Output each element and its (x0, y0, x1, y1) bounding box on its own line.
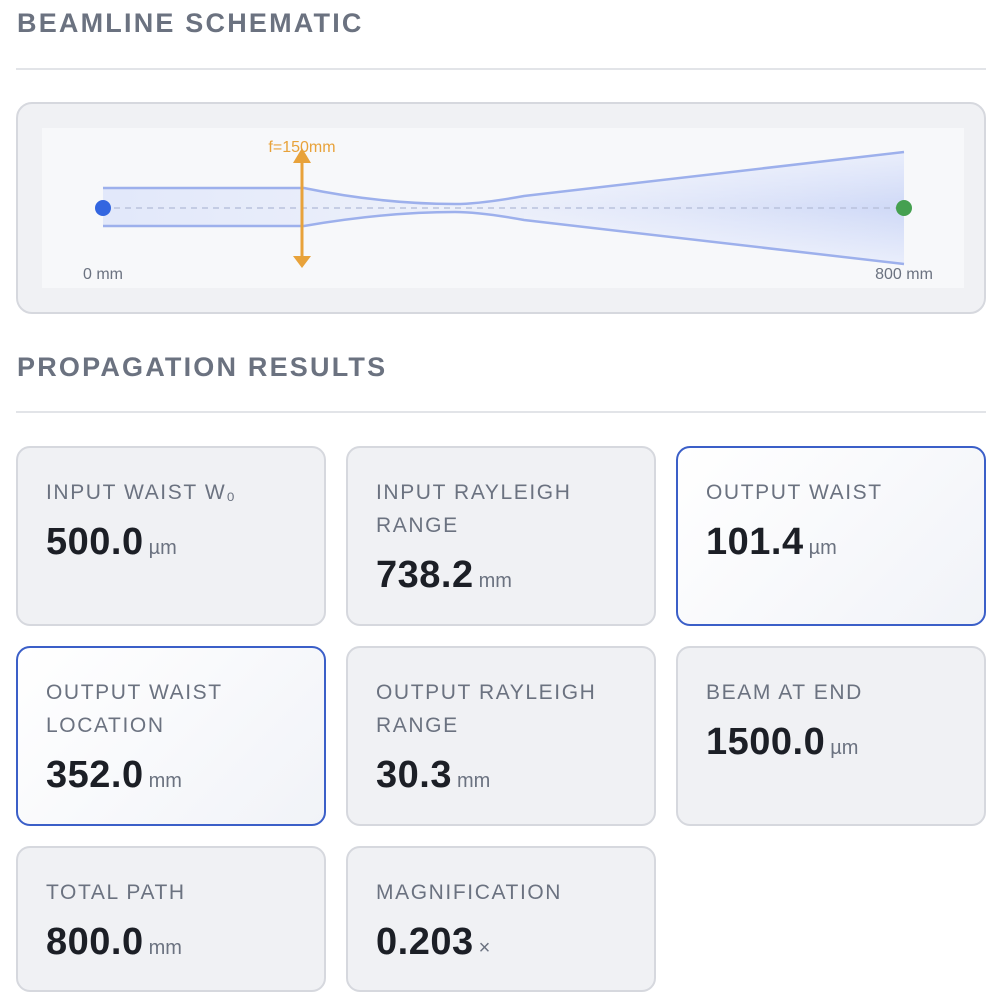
divider (16, 411, 986, 413)
beam-envelope-top (103, 150, 905, 206)
result-card-output-waist: OUTPUT WAIST 101.4 µm (676, 446, 986, 626)
result-unit: mm (148, 770, 182, 792)
lens-icon[interactable] (293, 148, 311, 268)
result-label: INPUT WAIST W₀ (46, 481, 237, 504)
result-card-output-rayleigh-range: OUTPUT RAYLEIGH RANGE 30.3 mm (346, 646, 656, 826)
result-label: TOTAL PATH (46, 881, 186, 904)
result-value: 800.0 (46, 921, 144, 963)
result-card-total-path: TOTAL PATH 800.0 mm (16, 846, 326, 992)
schematic-canvas: f=150mm 0 mm 800 mm (42, 128, 964, 288)
schematic-card: f=150mm 0 mm 800 mm (16, 102, 986, 314)
result-unit: × (478, 937, 491, 959)
result-value: 0.203 (376, 921, 474, 963)
result-unit: µm (808, 537, 837, 559)
result-unit: mm (478, 570, 512, 592)
result-label: MAGNIFICATION (376, 881, 563, 904)
result-card-beam-at-end: BEAM AT END 1500.0 µm (676, 646, 986, 826)
result-card-output-waist-location: OUTPUT WAIST LOCATION 352.0 mm (16, 646, 326, 826)
result-value: 738.2 (376, 554, 474, 596)
section-title-schematic: BEAMLINE SCHEMATIC (17, 8, 364, 38)
result-unit: µm (830, 737, 859, 759)
result-label: INPUT RAYLEIGH RANGE (376, 481, 572, 537)
beam-envelope-bottom (103, 210, 905, 266)
result-label: OUTPUT WAIST (706, 481, 883, 504)
result-value: 500.0 (46, 521, 144, 563)
result-label: OUTPUT WAIST LOCATION (46, 681, 223, 737)
end-point-icon (896, 200, 912, 216)
result-card-magnification: MAGNIFICATION 0.203 × (346, 846, 656, 992)
result-label: OUTPUT RAYLEIGH RANGE (376, 681, 597, 737)
end-position-label: 800 mm (875, 266, 933, 283)
lens-label: f=150mm (268, 139, 335, 156)
result-value: 30.3 (376, 754, 452, 796)
start-position-label: 0 mm (83, 266, 123, 283)
result-label: BEAM AT END (706, 681, 863, 704)
section-title-results: PROPAGATION RESULTS (17, 352, 388, 382)
result-value: 101.4 (706, 521, 804, 563)
result-value: 352.0 (46, 754, 144, 796)
result-unit: µm (148, 537, 177, 559)
result-card-input-waist: INPUT WAIST W₀ 500.0 µm (16, 446, 326, 626)
divider (16, 68, 986, 70)
beam-diagram: f=150mm 0 mm 800 mm (83, 139, 933, 283)
result-unit: mm (148, 937, 182, 959)
result-unit: mm (456, 770, 491, 792)
start-point-icon (95, 200, 111, 216)
result-value: 1500.0 (706, 721, 826, 763)
result-card-input-rayleigh-range: INPUT RAYLEIGH RANGE 738.2 mm (346, 446, 656, 626)
